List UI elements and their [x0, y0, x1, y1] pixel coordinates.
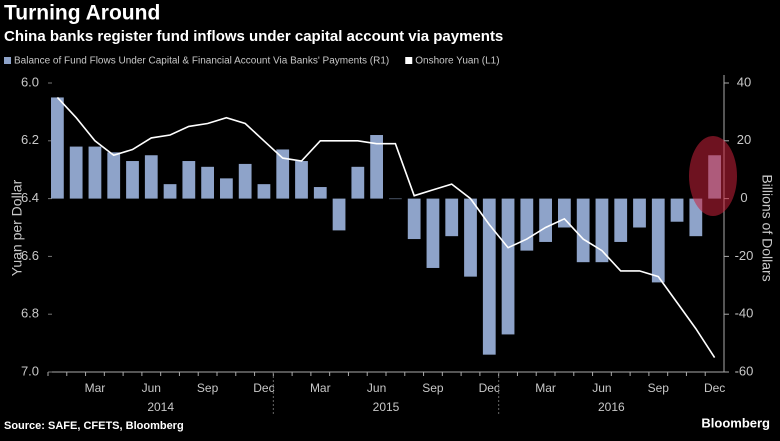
- chart-title: Turning Around: [4, 2, 160, 25]
- bar: [520, 198, 534, 251]
- bar: [88, 146, 102, 199]
- x-tick-label: Mar: [85, 381, 106, 395]
- x-tick-label: Jun: [142, 381, 161, 395]
- x-tick-label: Jun: [592, 381, 611, 395]
- bar: [51, 97, 64, 199]
- x-tick-label: Mar: [535, 381, 556, 395]
- y2-tick-label: 0: [740, 190, 747, 205]
- bar: [539, 198, 552, 242]
- bar: [220, 178, 233, 199]
- x-tick-label: Sep: [422, 381, 444, 395]
- bar: [407, 198, 421, 240]
- x-tick-label: Mar: [310, 381, 331, 395]
- bar: [445, 198, 459, 237]
- legend-swatch: [4, 57, 11, 64]
- x-tick-label: Sep: [197, 381, 219, 395]
- x-group-label: 2015: [373, 400, 400, 414]
- y2-tick-label: 20: [737, 132, 751, 147]
- y2-tick-label: -40: [735, 306, 754, 321]
- y-tick-label: 6.2: [21, 132, 39, 147]
- legend-label: Onshore Yuan (L1): [415, 56, 499, 67]
- brand: Bloomberg: [701, 415, 770, 430]
- highlight: [689, 136, 737, 216]
- bar: [576, 198, 590, 263]
- y2-tick-label: -60: [735, 363, 754, 378]
- bar: [482, 198, 496, 355]
- bar: [182, 161, 196, 199]
- bar: [670, 198, 684, 222]
- y2-tick-label: -20: [735, 248, 754, 263]
- bar: [651, 198, 665, 283]
- bar: [595, 198, 609, 263]
- legend-swatch: [405, 57, 413, 64]
- bar: [201, 166, 214, 199]
- chart-subtitle: China banks register fund inflows under …: [4, 28, 503, 45]
- bar: [633, 198, 646, 228]
- bar: [389, 198, 402, 200]
- bar: [276, 149, 290, 199]
- y-axis-label: Yuan per Dollar: [9, 179, 25, 276]
- bar: [426, 198, 440, 268]
- x-group-label: 2014: [147, 400, 174, 414]
- bar: [464, 198, 477, 277]
- x-tick-label: Jun: [367, 381, 386, 395]
- bar: [614, 198, 628, 242]
- x-tick-label: Dec: [253, 381, 274, 395]
- x-tick-label: Sep: [648, 381, 670, 395]
- bar: [332, 198, 346, 231]
- y2-tick-label: 40: [737, 74, 751, 89]
- x-group-label: 2016: [598, 400, 625, 414]
- x-tick-label: Dec: [479, 381, 500, 395]
- bar: [238, 163, 252, 199]
- bar: [126, 161, 139, 199]
- y-tick-label: 7.0: [21, 363, 39, 378]
- y-tick-label: 6.4: [21, 190, 39, 205]
- y-tick-label: 6.8: [21, 306, 39, 321]
- bar: [257, 184, 271, 199]
- legend-label: Balance of Fund Flows Under Capital & Fi…: [14, 56, 389, 67]
- bar: [501, 198, 515, 335]
- bar: [69, 146, 83, 199]
- bar: [163, 184, 177, 199]
- bar: [313, 187, 327, 199]
- plot-area: 6.0 6.2 6.4 6.6 6.8 7.0 -60 -40 -20 0 20 40 Mar Jun Se…: [4, 56, 753, 416]
- y-tick-label: 6.6: [21, 248, 39, 263]
- bar: [144, 155, 158, 199]
- bar: [295, 161, 308, 199]
- bar: [351, 166, 365, 199]
- line: [56, 96, 716, 359]
- bar: [370, 135, 383, 199]
- source: Source: SAFE, CFETS, Bloomberg: [4, 420, 184, 432]
- y-tick-label: 6.0: [21, 74, 39, 89]
- x-tick-label: Dec: [704, 381, 725, 395]
- y2-axis-label: Billions of Dollars: [759, 174, 775, 281]
- bar: [107, 152, 121, 199]
